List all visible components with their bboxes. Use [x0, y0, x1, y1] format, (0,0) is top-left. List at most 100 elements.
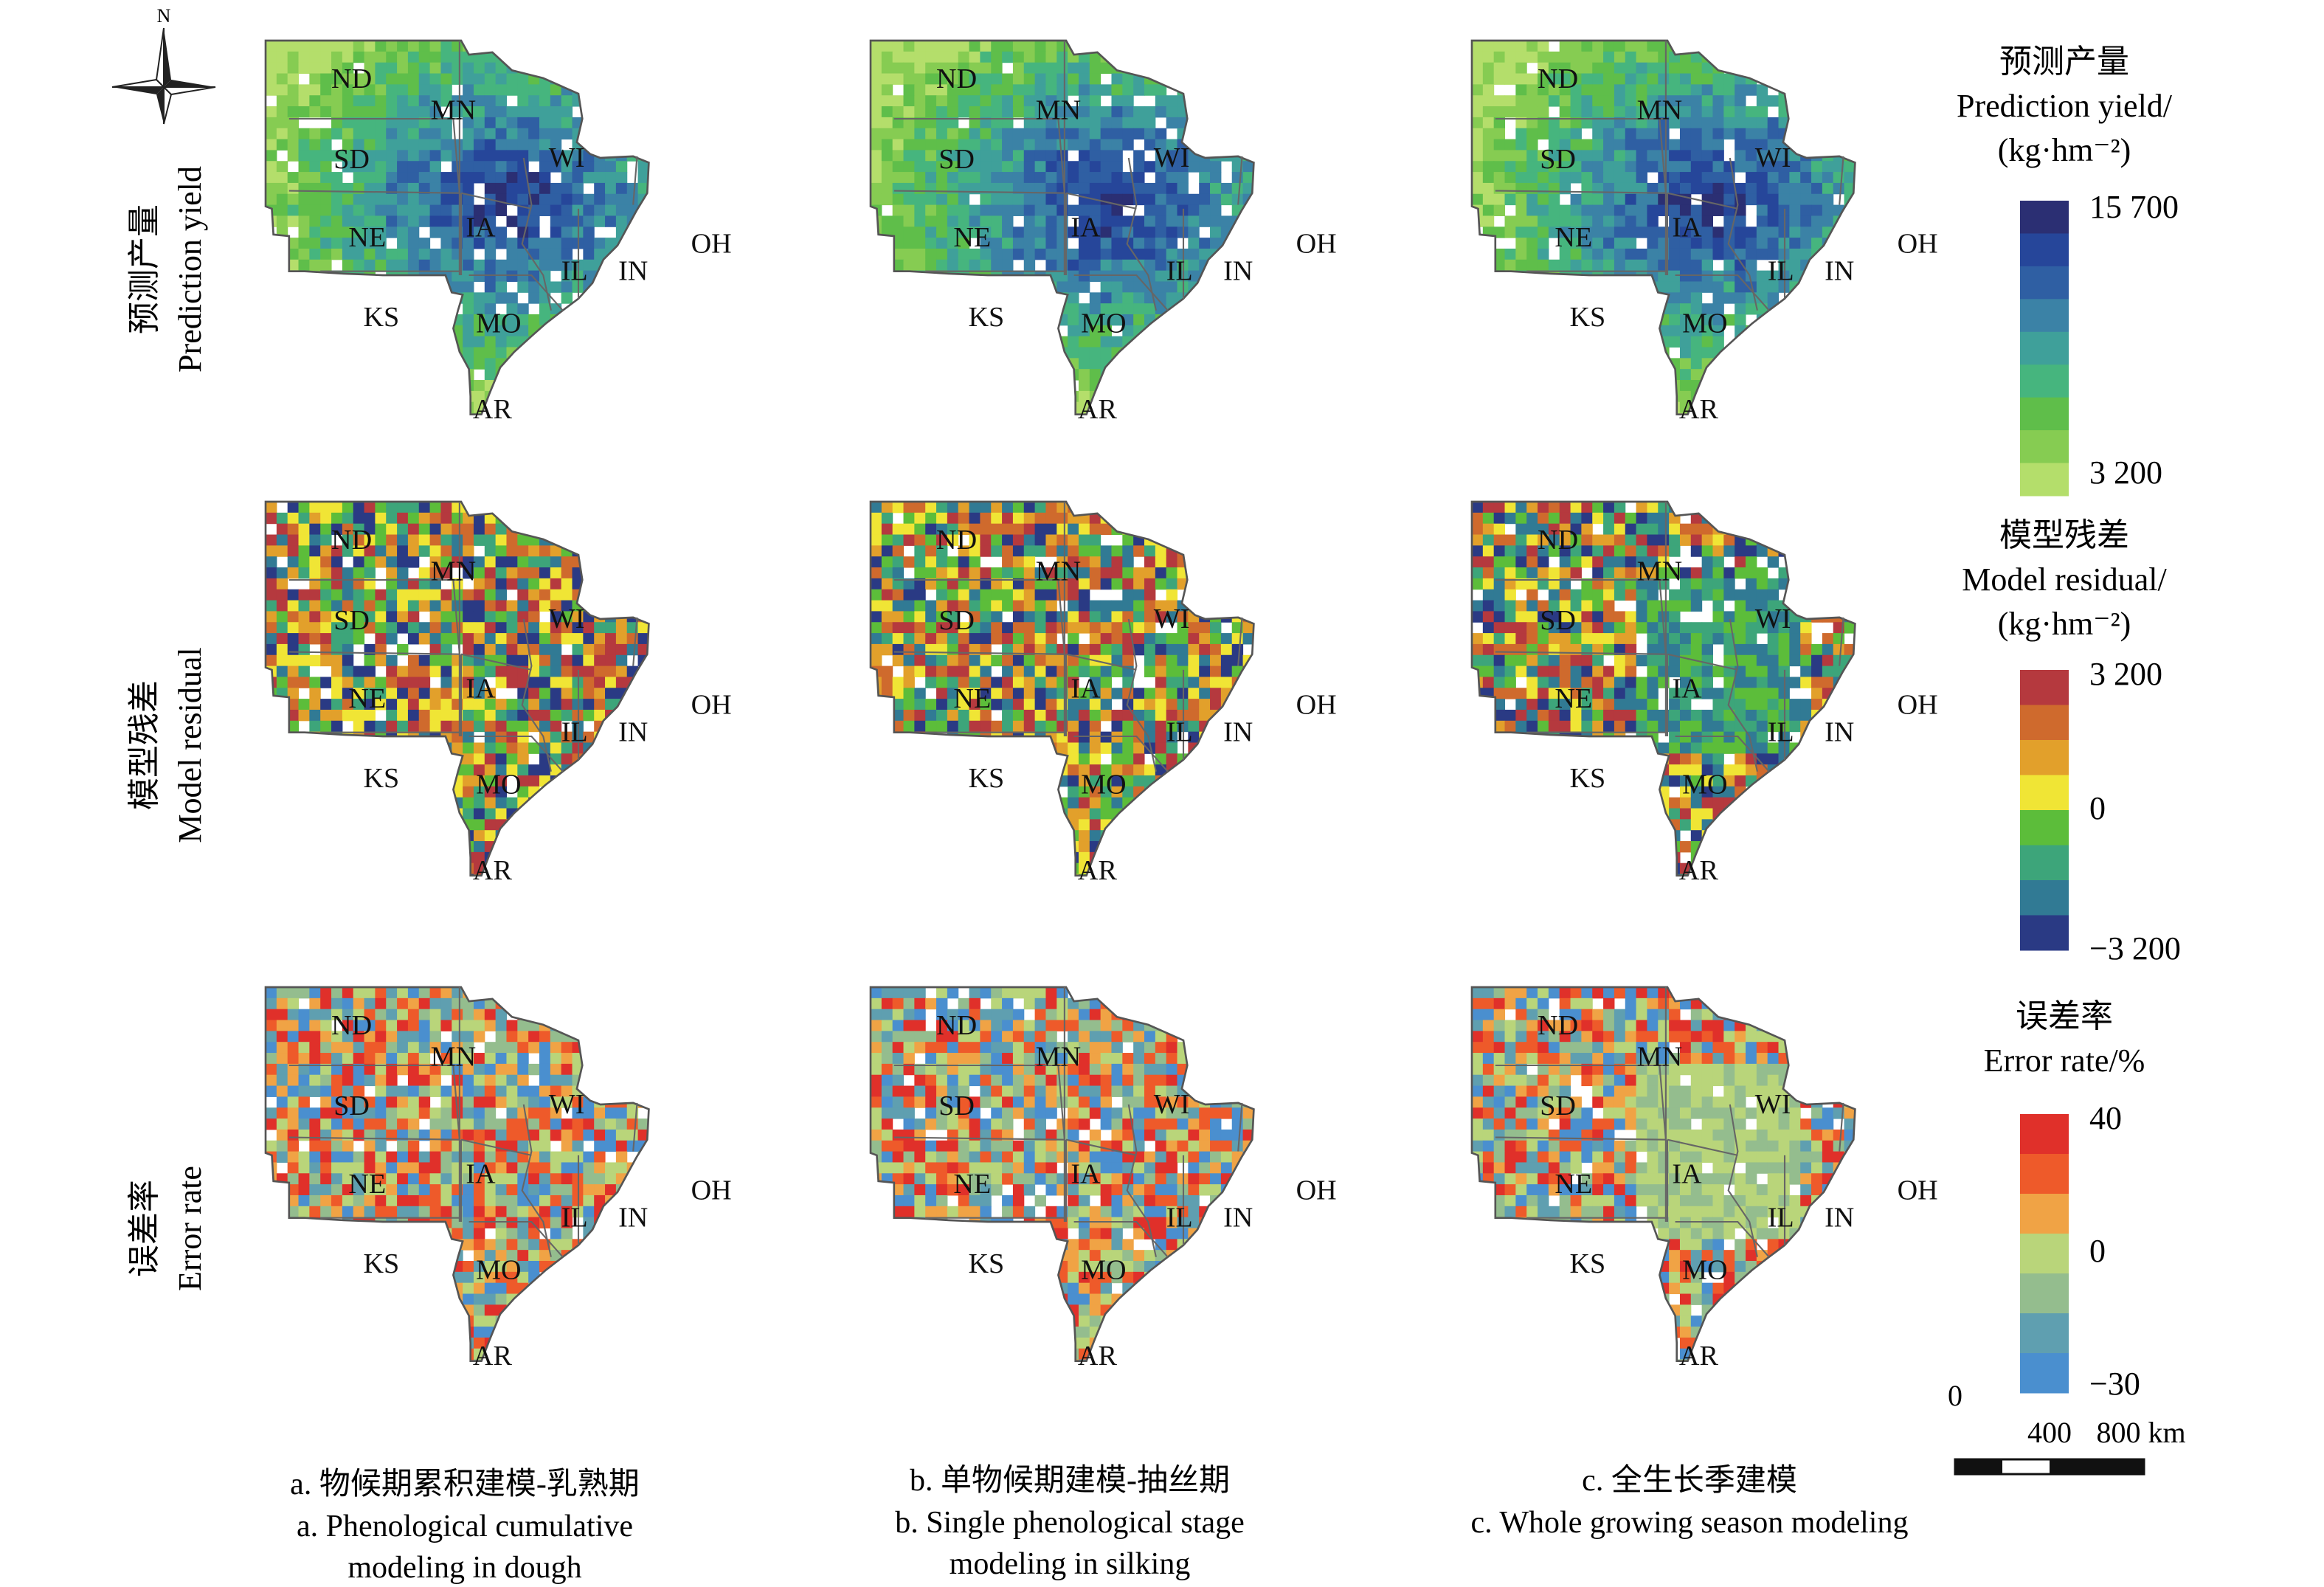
- map-panel-r1-c3: ND MN SD WI NE IA IL IN OH KS MO AR: [1470, 39, 1938, 425]
- legend-1-swatch: [2020, 299, 2069, 333]
- legend-1-swatch: [2020, 201, 2069, 234]
- north-arrow: N: [111, 5, 216, 125]
- state-label-mo: MO: [476, 770, 521, 801]
- state-label-mo: MO: [1682, 770, 1727, 801]
- state-label-ne: NE: [1554, 222, 1592, 253]
- legend-1-swatch: [2020, 430, 2069, 464]
- state-label-mn: MN: [1036, 556, 1081, 587]
- state-label-in: IN: [1825, 256, 1854, 287]
- legend-1-title-line: (kg·hm⁻²): [1998, 132, 2131, 168]
- state-label-ks: KS: [968, 1248, 1004, 1279]
- state-label-wi: WI: [549, 142, 585, 173]
- legend-3-title-line: 误差率: [2016, 998, 2113, 1034]
- state-label-il: IL: [1166, 256, 1193, 287]
- state-label-ks: KS: [1569, 302, 1605, 333]
- legend-3-tick: −30: [2089, 1366, 2140, 1402]
- state-label-mn: MN: [1637, 94, 1682, 125]
- state-label-ia: IA: [1071, 212, 1101, 243]
- legend-3-swatch: [2020, 1234, 2069, 1274]
- state-label-oh: OH: [691, 690, 732, 721]
- legend-1-swatch: [2020, 463, 2069, 497]
- legend-3-tick: 40: [2089, 1100, 2122, 1136]
- state-label-in: IN: [1223, 256, 1253, 287]
- state-label-mn: MN: [431, 556, 476, 587]
- legend-1-swatch: [2020, 364, 2069, 398]
- state-label-in: IN: [1223, 717, 1253, 748]
- legend-2-swatch: [2020, 670, 2069, 705]
- state-label-wi: WI: [549, 604, 585, 635]
- state-label-ne: NE: [1554, 1169, 1592, 1200]
- state-label-ne: NE: [953, 683, 991, 714]
- map-panel-r1-c1: ND MN SD WI NE IA IL IN OH KS MO AR: [264, 39, 732, 425]
- state-label-il: IL: [561, 256, 588, 287]
- legend-1-swatch: [2020, 397, 2069, 431]
- map-panel-r3-c3: ND MN SD WI NE IA IL IN OH KS MO AR: [1470, 986, 1938, 1372]
- map-panel-r3-c2: ND MN SD WI NE IA IL IN OH KS MO AR: [869, 986, 1337, 1372]
- caption-c: c. 全生长季建模 c. Whole growing season modeli…: [1471, 1463, 1909, 1540]
- state-label-wi: WI: [1755, 142, 1791, 173]
- state-label-ar: AR: [473, 394, 513, 425]
- state-label-nd: ND: [331, 525, 372, 556]
- state-label-wi: WI: [549, 1089, 585, 1120]
- svg-text:预测产量: 预测产量: [126, 204, 162, 334]
- state-label-ia: IA: [466, 673, 496, 704]
- state-label-sd: SD: [333, 144, 370, 175]
- state-label-ks: KS: [363, 763, 399, 794]
- state-label-in: IN: [1825, 717, 1854, 748]
- state-label-ne: NE: [348, 222, 386, 253]
- state-label-il: IL: [1166, 717, 1193, 748]
- state-label-mo: MO: [1682, 1255, 1727, 1286]
- state-label-oh: OH: [1898, 690, 1938, 721]
- state-label-il: IL: [1768, 1203, 1794, 1234]
- state-label-mo: MO: [476, 308, 521, 339]
- state-label-mn: MN: [1637, 1041, 1682, 1072]
- state-label-oh: OH: [691, 229, 732, 260]
- state-label-mo: MO: [1682, 308, 1727, 339]
- state-label-sd: SD: [938, 605, 975, 636]
- state-label-ar: AR: [1679, 394, 1719, 425]
- legend-2-swatch: [2020, 705, 2069, 741]
- svg-text:Prediction yield: Prediction yield: [172, 166, 208, 373]
- map-grid: ND MN SD WI NE IA IL IN OH KS MO AR ND MN SD WI NE IA IL IN…: [264, 39, 1938, 1372]
- scale-bar: 0 400 800 km: [1948, 1379, 2186, 1476]
- svg-text:Model residual: Model residual: [172, 647, 208, 843]
- state-label-ar: AR: [1679, 1341, 1719, 1372]
- state-label-nd: ND: [1538, 1010, 1578, 1041]
- scale-label-800: 800 km: [2096, 1416, 2185, 1449]
- state-label-mn: MN: [1036, 1041, 1081, 1072]
- legend-2-title-line: Model residual/: [1962, 561, 2167, 598]
- svg-text:模型残差: 模型残差: [126, 680, 162, 810]
- legend-2-swatch: [2020, 810, 2069, 846]
- legend-2-tick: −3 200: [2089, 930, 2181, 967]
- state-label-wi: WI: [1154, 142, 1190, 173]
- state-label-ar: AR: [473, 1341, 513, 1372]
- state-label-mn: MN: [431, 1041, 476, 1072]
- state-label-ar: AR: [1078, 394, 1118, 425]
- state-label-oh: OH: [1898, 229, 1938, 260]
- state-label-ks: KS: [363, 302, 399, 333]
- state-label-ne: NE: [1554, 683, 1592, 714]
- state-label-mo: MO: [476, 1255, 521, 1286]
- legend-2-swatch: [2020, 915, 2069, 951]
- state-label-ne: NE: [953, 222, 991, 253]
- state-label-il: IL: [1768, 256, 1794, 287]
- legend-3-swatch: [2020, 1313, 2069, 1354]
- state-label-sd: SD: [938, 1090, 975, 1121]
- state-label-il: IL: [561, 1203, 588, 1234]
- state-label-ks: KS: [968, 763, 1004, 794]
- state-label-ar: AR: [1078, 1341, 1118, 1372]
- state-label-nd: ND: [1538, 525, 1578, 556]
- map-panel-r2-c2: ND MN SD WI NE IA IL IN OH KS MO AR: [869, 500, 1337, 886]
- legend-2-title-line: (kg·hm⁻²): [1998, 606, 2131, 642]
- state-label-ia: IA: [1672, 1158, 1702, 1189]
- state-label-in: IN: [618, 717, 648, 748]
- state-label-mo: MO: [1081, 1255, 1126, 1286]
- state-label-oh: OH: [1898, 1175, 1938, 1206]
- state-label-wi: WI: [1755, 1089, 1791, 1120]
- state-label-oh: OH: [1296, 1175, 1337, 1206]
- state-label-ne: NE: [348, 683, 386, 714]
- legend-2-swatch: [2020, 880, 2069, 916]
- legend-2-title-line: 模型残差: [1999, 517, 2129, 553]
- state-label-sd: SD: [333, 605, 370, 636]
- row-label-error-rate: 误差率 Error rate: [126, 1166, 208, 1291]
